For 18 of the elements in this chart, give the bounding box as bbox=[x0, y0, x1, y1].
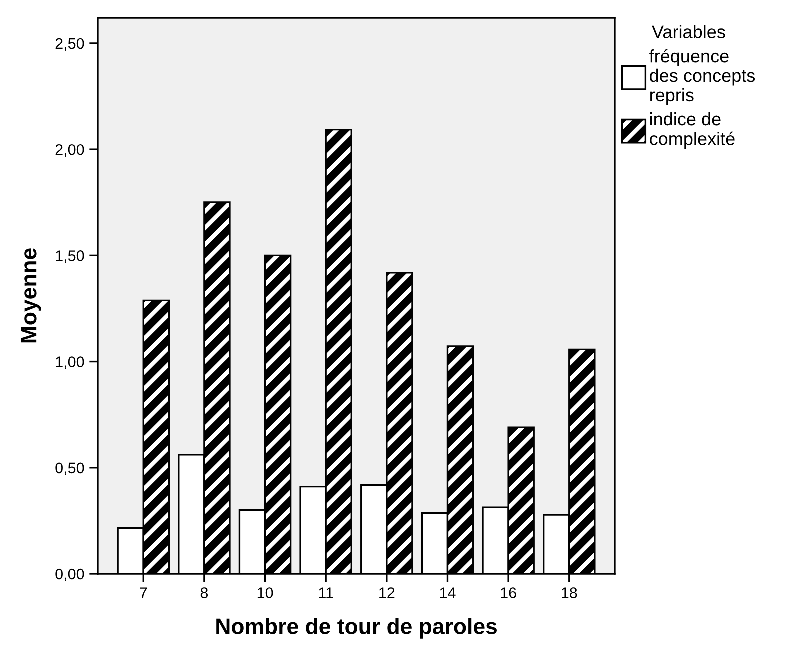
y-tick-label: 2,00 bbox=[56, 144, 84, 158]
x-tick-label: 14 bbox=[440, 588, 456, 598]
y-axis-title: Moyenne bbox=[21, 248, 42, 343]
y-tick-label: 1,00 bbox=[56, 356, 84, 370]
y-tick-label: 2,50 bbox=[56, 38, 84, 51]
x-axis-title: Nombre de tour de paroles bbox=[216, 618, 497, 639]
x-tick-label: 16 bbox=[501, 588, 516, 598]
x-tick-label: 11 bbox=[319, 588, 334, 598]
legend-title: Variables bbox=[652, 25, 726, 38]
x-tick-label: 7 bbox=[140, 588, 148, 598]
y-tick-label: 0,00 bbox=[56, 568, 84, 582]
y-tick-label: 0,50 bbox=[56, 462, 84, 476]
y-tick-label: 1,50 bbox=[56, 250, 84, 264]
x-tick-label: 18 bbox=[562, 588, 578, 598]
x-tick-label: 10 bbox=[258, 588, 274, 598]
x-tick-label: 12 bbox=[380, 588, 395, 598]
x-tick-label: 8 bbox=[200, 588, 208, 598]
legend-label: indice de complexité bbox=[650, 112, 735, 149]
